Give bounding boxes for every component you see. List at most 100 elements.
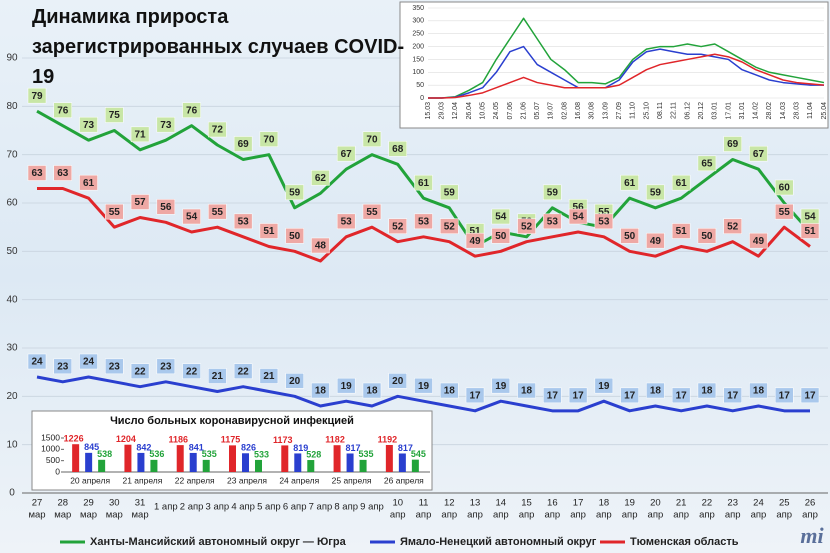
data-label: 535	[359, 449, 374, 459]
x-tick-label: 1 апр	[154, 502, 178, 513]
data-label: 51	[676, 226, 688, 237]
x-tick-label: 28	[57, 498, 68, 509]
data-label: 18	[366, 386, 378, 397]
x-tick-label: 26 апреля	[384, 475, 424, 485]
data-label: 17	[727, 390, 739, 401]
data-label: 533	[254, 449, 269, 459]
data-label-box	[79, 174, 98, 191]
data-label: 23	[109, 361, 121, 372]
data-label: 18	[650, 386, 662, 397]
data-label-box	[749, 382, 768, 399]
bar	[176, 445, 184, 472]
data-label-box	[491, 228, 511, 244]
data-label-box	[311, 170, 330, 186]
series-line	[428, 53, 825, 99]
data-label-box	[414, 174, 433, 191]
data-label-box	[465, 387, 485, 404]
bar	[137, 452, 145, 472]
inset-title: Число больных коронавирусной инфекцией	[110, 415, 354, 427]
data-label-box	[646, 184, 665, 201]
data-label: 17	[779, 390, 791, 401]
data-label: 49	[650, 236, 662, 247]
data-label: 55	[366, 207, 378, 218]
data-label: 54	[804, 212, 816, 223]
data-label: 19	[341, 381, 353, 392]
data-label-box	[130, 363, 150, 379]
x-tick-label: 03.01	[712, 102, 719, 120]
x-tick-label: апр	[776, 510, 792, 521]
data-label-box	[543, 387, 562, 404]
data-label-box	[285, 184, 304, 201]
data-label-box	[311, 382, 330, 399]
x-tick-label: апр	[519, 510, 535, 521]
bar	[124, 444, 132, 472]
bar	[385, 444, 393, 472]
y-tick-label: 60	[6, 198, 18, 209]
x-tick-label: мар	[132, 510, 149, 521]
data-label: 60	[779, 183, 791, 194]
data-label: 1204	[116, 434, 136, 444]
data-label: 17	[804, 390, 816, 401]
x-tick-label: 28.03	[794, 102, 801, 120]
data-label: 49	[469, 236, 481, 247]
data-label: 24	[83, 357, 95, 368]
data-label-box	[620, 387, 639, 404]
data-label: 817	[346, 443, 361, 453]
data-label-box	[336, 213, 356, 230]
data-label-box	[53, 102, 73, 118]
data-label-box	[105, 203, 124, 220]
x-tick-label: апр	[751, 510, 767, 521]
x-tick-label: 5 апр	[257, 502, 281, 513]
data-label-box	[671, 387, 691, 404]
data-label-box	[774, 387, 794, 404]
x-tick-label: 31.01	[739, 102, 746, 120]
bar	[346, 453, 354, 472]
x-tick-label: 8 апр	[334, 502, 358, 513]
data-label-box	[749, 232, 768, 249]
x-tick-label: 25	[779, 498, 790, 509]
data-label: 54	[573, 212, 585, 223]
x-tick-label: апр	[441, 510, 457, 521]
data-label-box	[182, 102, 201, 118]
x-tick-label: апр	[416, 510, 432, 521]
data-label: 22	[135, 366, 147, 377]
data-label: 536	[149, 449, 164, 459]
data-label: 18	[315, 386, 327, 397]
y-tick-label: 500	[46, 455, 60, 465]
data-label-box	[543, 184, 562, 201]
data-label-box	[671, 223, 691, 239]
data-label-box	[156, 358, 176, 375]
data-label-box	[440, 382, 459, 399]
data-label: 67	[341, 149, 353, 160]
data-label-box	[233, 363, 253, 379]
x-tick-label: 18	[599, 498, 610, 509]
data-label: 49	[753, 236, 765, 247]
data-label: 55	[779, 207, 791, 218]
x-tick-label: 4 апр	[231, 502, 255, 513]
x-tick-label: 17.01	[725, 102, 732, 120]
data-label: 55	[109, 207, 121, 218]
x-tick-label: апр	[622, 510, 638, 521]
data-label-box	[388, 373, 407, 389]
x-tick-label: мар	[28, 510, 45, 521]
data-label: 59	[444, 187, 456, 198]
y-tick-label: 40	[6, 294, 18, 305]
data-label: 817	[398, 443, 413, 453]
data-label: 826	[241, 443, 256, 453]
x-tick-label: 21 апреля	[122, 475, 162, 485]
data-label-box	[800, 387, 820, 404]
data-label-box	[646, 232, 665, 249]
data-label-box	[388, 141, 407, 157]
x-tick-label: 14.02	[753, 102, 760, 120]
data-label: 18	[753, 386, 765, 397]
data-label-box	[311, 237, 330, 254]
data-label: 538	[97, 449, 112, 459]
data-label-box	[491, 377, 511, 394]
x-tick-label: 24.05	[493, 102, 500, 120]
data-label-box	[774, 179, 794, 196]
x-tick-label: 20	[650, 498, 661, 509]
x-tick-label: 11.10	[630, 102, 637, 119]
data-label: 54	[186, 212, 198, 223]
data-label: 73	[160, 120, 172, 131]
